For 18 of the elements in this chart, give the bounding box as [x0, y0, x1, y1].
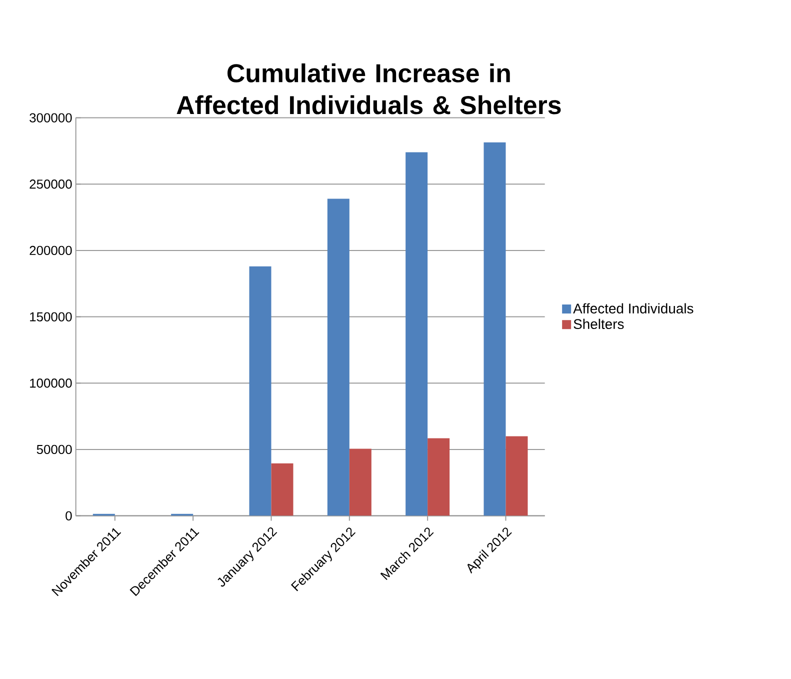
bar	[349, 448, 372, 516]
legend-label: Shelters	[574, 318, 624, 330]
y-tick-label: 150000	[30, 312, 72, 322]
bar	[484, 142, 506, 516]
bar	[406, 152, 428, 516]
legend-label: Affected Individuals	[573, 303, 694, 314]
chart-title: Cumulative Increase in Affected Individuals & Shelters	[176, 63, 561, 114]
y-tick-label: 100000	[30, 378, 72, 388]
y-tick-label: 300000	[30, 113, 72, 122]
y-tick-label: 200000	[30, 246, 72, 256]
bar	[506, 436, 528, 516]
bar	[249, 266, 272, 516]
y-tick-label: 50000	[36, 444, 72, 454]
bar	[428, 438, 450, 516]
bar	[271, 463, 294, 516]
bar	[327, 198, 350, 516]
y-tick-label: 0	[66, 511, 72, 520]
y-tick-label: 250000	[30, 180, 72, 189]
